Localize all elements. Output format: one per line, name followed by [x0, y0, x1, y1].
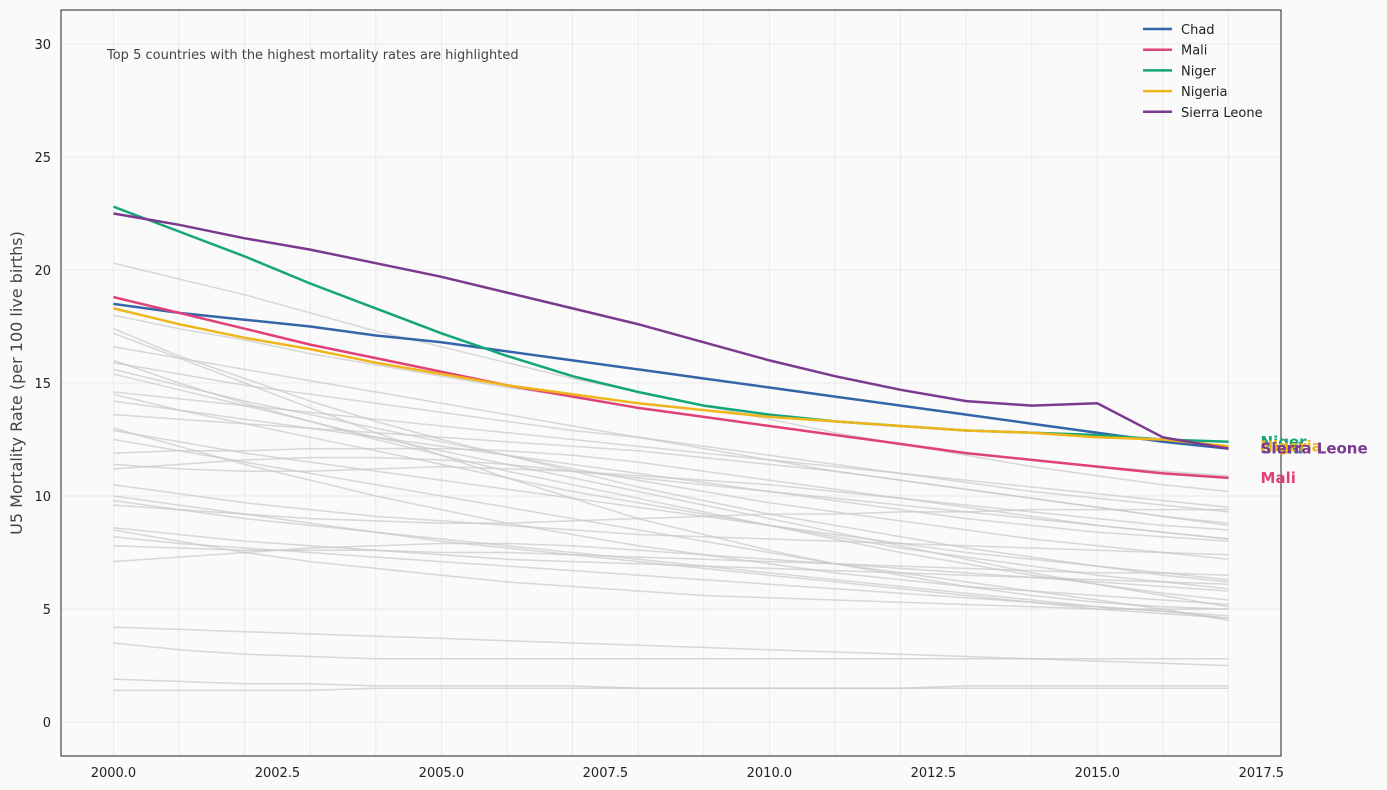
y-tick-label: 0	[43, 716, 51, 731]
x-tick-label: 2007.5	[583, 766, 629, 781]
y-axis: 0 5 10 15 20 25 30	[34, 38, 51, 731]
series-line-chad	[113, 302, 1229, 450]
background-series-group	[113, 262, 1229, 692]
x-tick-label: 2002.5	[255, 766, 301, 781]
end-label: Nigeria	[1261, 437, 1322, 455]
background-series-line	[113, 456, 1229, 540]
end-label: Sierra Leone	[1261, 440, 1368, 458]
background-series-line	[113, 438, 1229, 622]
background-series-line	[113, 429, 1229, 581]
x-axis: 2000.0 2002.5 2005.0 2007.5 2010.0 2012.5 2015…	[91, 766, 1284, 781]
end-label: Mali	[1261, 469, 1296, 487]
legend-entry: Nigeria	[1181, 85, 1228, 100]
background-series-line	[113, 535, 1229, 619]
background-series-line	[113, 545, 1229, 576]
legend-entry: Niger	[1181, 64, 1217, 79]
grid	[61, 10, 1281, 756]
end-label: Niger	[1261, 433, 1308, 451]
background-series-line	[113, 542, 1229, 592]
y-tick-label: 30	[34, 38, 51, 53]
plot-frame	[60, 9, 1282, 757]
series-line-mali	[113, 295, 1229, 480]
y-tick-label: 10	[34, 490, 51, 505]
legend: Chad Mali Niger Nigeria Sierra Leone	[1143, 23, 1263, 121]
background-series-line	[113, 368, 1229, 561]
background-series-line	[113, 391, 1229, 509]
background-series-line	[113, 393, 1229, 590]
background-series-line	[113, 359, 1229, 601]
background-series-line	[113, 413, 1229, 527]
x-tick-label: 2017.5	[1239, 766, 1285, 781]
x-tick-label: 2000.0	[91, 766, 137, 781]
background-series-line	[113, 328, 1229, 583]
chart-annotation: Top 5 countries with the highest mortali…	[106, 48, 519, 63]
background-series-line	[113, 332, 1229, 610]
series-line-nigeria	[113, 307, 1229, 448]
y-tick-label: 20	[34, 264, 51, 279]
background-series-line	[113, 499, 1229, 617]
background-series-line	[113, 529, 1229, 610]
x-tick-label: 2012.5	[911, 766, 957, 781]
y-tick-label: 15	[34, 377, 51, 392]
legend-entry: Mali	[1181, 44, 1207, 59]
background-series-line	[113, 642, 1229, 660]
background-series-line	[113, 447, 1229, 540]
background-series-line	[113, 685, 1229, 692]
series-line-sierra-leone	[113, 212, 1229, 450]
y-tick-label: 5	[43, 603, 51, 618]
legend-entry: Sierra Leone	[1181, 106, 1263, 121]
plot-area	[60, 9, 1282, 757]
end-label: Chad	[1261, 440, 1304, 458]
x-tick-label: 2010.0	[747, 766, 793, 781]
legend-entry: Chad	[1181, 23, 1215, 38]
x-tick-label: 2015.0	[1075, 766, 1121, 781]
y-tick-label: 25	[34, 151, 51, 166]
background-series-line	[113, 361, 1229, 513]
x-tick-label: 2005.0	[419, 766, 465, 781]
background-series-line	[113, 504, 1229, 524]
y-axis-label: U5 Mortality Rate (per 100 live births)	[7, 231, 26, 535]
highlighted-series-group	[113, 205, 1229, 480]
